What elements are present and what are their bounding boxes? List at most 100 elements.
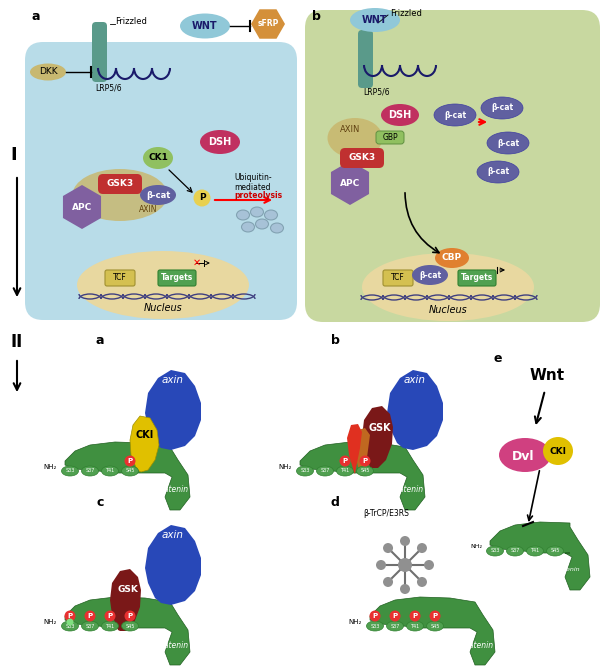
Text: GSK: GSK: [368, 423, 392, 433]
Text: S45: S45: [551, 548, 560, 554]
Ellipse shape: [30, 63, 66, 81]
Text: β-TrCP/E3RS: β-TrCP/E3RS: [363, 508, 409, 518]
Ellipse shape: [409, 611, 420, 621]
Ellipse shape: [434, 104, 476, 126]
Ellipse shape: [390, 611, 401, 621]
Text: Dvl: Dvl: [512, 450, 534, 462]
Ellipse shape: [381, 104, 419, 126]
Text: S45: S45: [361, 468, 370, 474]
Text: S45: S45: [431, 623, 440, 629]
Polygon shape: [145, 370, 201, 450]
Text: Frizzled: Frizzled: [115, 17, 147, 27]
Ellipse shape: [72, 169, 167, 221]
Polygon shape: [300, 442, 425, 510]
Text: P: P: [107, 613, 113, 619]
Text: P: P: [127, 458, 133, 464]
Ellipse shape: [417, 577, 427, 587]
Text: S45: S45: [125, 468, 135, 474]
FancyBboxPatch shape: [158, 270, 196, 286]
Ellipse shape: [297, 466, 314, 476]
Ellipse shape: [62, 466, 79, 476]
Ellipse shape: [546, 546, 563, 556]
Text: β-cat: β-cat: [146, 190, 170, 200]
Ellipse shape: [424, 560, 434, 570]
Text: P: P: [373, 613, 378, 619]
Text: β-catenin: β-catenin: [457, 641, 493, 649]
FancyBboxPatch shape: [105, 270, 135, 286]
Text: P: P: [432, 613, 437, 619]
Text: DSH: DSH: [389, 110, 412, 120]
Polygon shape: [490, 522, 590, 590]
Text: CK1: CK1: [148, 154, 168, 162]
Ellipse shape: [85, 611, 96, 621]
Polygon shape: [110, 569, 141, 631]
Text: b: b: [331, 333, 339, 347]
Ellipse shape: [359, 456, 370, 466]
Text: sFRP: sFRP: [258, 19, 279, 29]
Ellipse shape: [105, 611, 116, 621]
Text: proteolysis: proteolysis: [234, 192, 282, 200]
Text: c: c: [96, 496, 104, 510]
Text: Targets: Targets: [161, 273, 193, 283]
Text: P: P: [68, 613, 72, 619]
Polygon shape: [370, 597, 495, 665]
FancyBboxPatch shape: [383, 270, 413, 286]
FancyBboxPatch shape: [358, 30, 373, 88]
Ellipse shape: [124, 611, 135, 621]
Ellipse shape: [143, 147, 173, 169]
Ellipse shape: [387, 621, 404, 631]
Ellipse shape: [400, 536, 410, 546]
Text: WNT: WNT: [362, 15, 388, 25]
Ellipse shape: [383, 543, 393, 553]
Text: GSK3: GSK3: [107, 180, 133, 188]
Ellipse shape: [487, 132, 529, 154]
Text: APC: APC: [340, 178, 360, 188]
Polygon shape: [354, 428, 370, 476]
Ellipse shape: [362, 253, 534, 321]
Ellipse shape: [200, 130, 240, 154]
Text: a: a: [32, 9, 41, 23]
Ellipse shape: [527, 546, 543, 556]
Ellipse shape: [426, 621, 443, 631]
Ellipse shape: [122, 621, 138, 631]
Text: axin: axin: [404, 375, 426, 385]
Text: T41: T41: [105, 468, 114, 474]
Ellipse shape: [124, 456, 135, 466]
Ellipse shape: [102, 621, 119, 631]
Text: WNT: WNT: [192, 21, 218, 31]
Polygon shape: [65, 442, 190, 510]
Ellipse shape: [477, 161, 519, 183]
Text: S37: S37: [320, 468, 329, 474]
Text: APC: APC: [72, 202, 92, 212]
Text: TCF: TCF: [391, 273, 405, 283]
Ellipse shape: [400, 584, 410, 594]
Polygon shape: [145, 525, 201, 605]
Text: LRP5/6: LRP5/6: [95, 84, 122, 92]
Ellipse shape: [487, 546, 504, 556]
Ellipse shape: [194, 190, 211, 206]
Text: CKI: CKI: [549, 446, 566, 456]
Text: b: b: [312, 9, 321, 23]
Text: NH₂: NH₂: [44, 619, 57, 625]
Text: ✕: ✕: [193, 258, 201, 268]
Text: mediated: mediated: [234, 182, 270, 192]
Text: axin: axin: [162, 375, 184, 385]
Text: T41: T41: [530, 548, 540, 554]
Text: Frizzled: Frizzled: [390, 9, 422, 17]
Text: AXIN: AXIN: [340, 126, 361, 134]
FancyBboxPatch shape: [92, 22, 107, 82]
Text: P: P: [88, 613, 93, 619]
Text: S37: S37: [85, 468, 94, 474]
Ellipse shape: [77, 251, 249, 319]
Text: NH₂: NH₂: [44, 464, 57, 470]
Text: Ubiquitin-: Ubiquitin-: [234, 174, 272, 182]
Polygon shape: [65, 597, 190, 665]
FancyBboxPatch shape: [376, 131, 404, 144]
Ellipse shape: [62, 621, 79, 631]
Ellipse shape: [65, 611, 76, 621]
Text: Nucleus: Nucleus: [144, 303, 182, 313]
Ellipse shape: [339, 456, 351, 466]
Ellipse shape: [367, 621, 384, 631]
Text: I: I: [10, 146, 16, 164]
Polygon shape: [251, 9, 285, 39]
